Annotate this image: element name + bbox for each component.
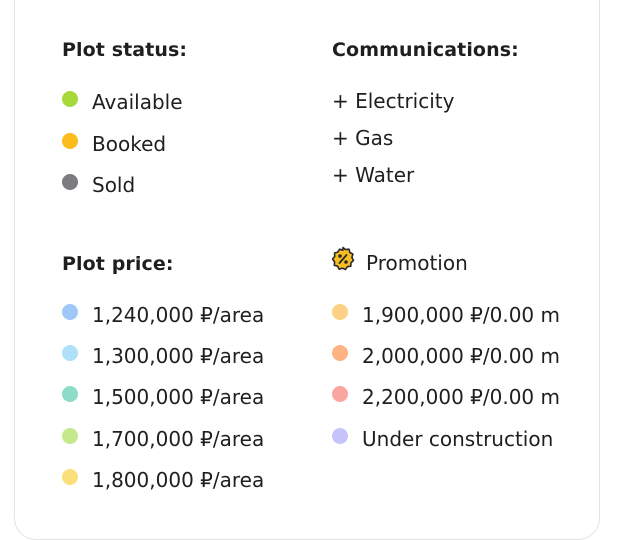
- communications-heading: Communications:: [332, 39, 519, 61]
- price-color-dot: [62, 304, 78, 320]
- price-label: 1,500,000 ₽/area: [92, 385, 265, 409]
- price-color-dot: [62, 469, 78, 485]
- promotion-label: 2,000,000 ₽/0.00 m: [362, 344, 560, 368]
- status-item-booked: Booked: [62, 132, 166, 156]
- plot-price-heading: Plot price:: [62, 253, 174, 275]
- promotion-color-dot: [332, 345, 348, 361]
- percent-badge-icon: [331, 246, 355, 271]
- price-item: 1,700,000 ₽/area: [62, 427, 264, 451]
- promotion-item: 2,200,000 ₽/0.00 m: [332, 385, 560, 409]
- price-label: 1,300,000 ₽/area: [92, 344, 265, 368]
- promotion-color-dot: [332, 304, 348, 320]
- status-color-dot: [62, 133, 78, 149]
- price-color-dot: [62, 386, 78, 402]
- plot-status-heading: Plot status:: [62, 39, 188, 61]
- communication-item-electricity: + Electricity: [332, 89, 455, 113]
- status-label: Booked: [92, 132, 167, 156]
- promotion-label: Under construction: [362, 427, 554, 451]
- promotion-item: Under construction: [332, 427, 553, 451]
- communication-item-water: + Water: [332, 163, 415, 187]
- price-item: 1,800,000 ₽/area: [62, 468, 264, 492]
- promotion-item: 2,000,000 ₽/0.00 m: [332, 344, 560, 368]
- price-color-dot: [62, 428, 78, 444]
- status-item-sold: Sold: [62, 173, 135, 197]
- promotion-title: Promotion: [366, 251, 468, 275]
- price-item: 1,500,000 ₽/area: [62, 385, 264, 409]
- promotion-color-dot: [332, 386, 348, 402]
- promotion-label: 2,200,000 ₽/0.00 m: [362, 385, 560, 409]
- promotion-label: 1,900,000 ₽/0.00 m: [362, 303, 560, 327]
- status-color-dot: [62, 91, 78, 107]
- price-color-dot: [62, 345, 78, 361]
- status-color-dot: [62, 174, 78, 190]
- status-label: Available: [92, 90, 183, 114]
- price-label: 1,240,000 ₽/area: [92, 303, 265, 327]
- promotion-heading: Promotion: [330, 246, 468, 276]
- legend-card: [14, 0, 600, 540]
- price-item: 1,240,000 ₽/area: [62, 303, 264, 327]
- promotion-color-dot: [332, 428, 348, 444]
- price-label: 1,700,000 ₽/area: [92, 427, 265, 451]
- promotion-item: 1,900,000 ₽/0.00 m: [332, 303, 560, 327]
- price-item: 1,300,000 ₽/area: [62, 344, 264, 368]
- status-item-available: Available: [62, 90, 183, 114]
- status-label: Sold: [92, 173, 136, 197]
- price-label: 1,800,000 ₽/area: [92, 468, 265, 492]
- communication-item-gas: + Gas: [332, 126, 394, 150]
